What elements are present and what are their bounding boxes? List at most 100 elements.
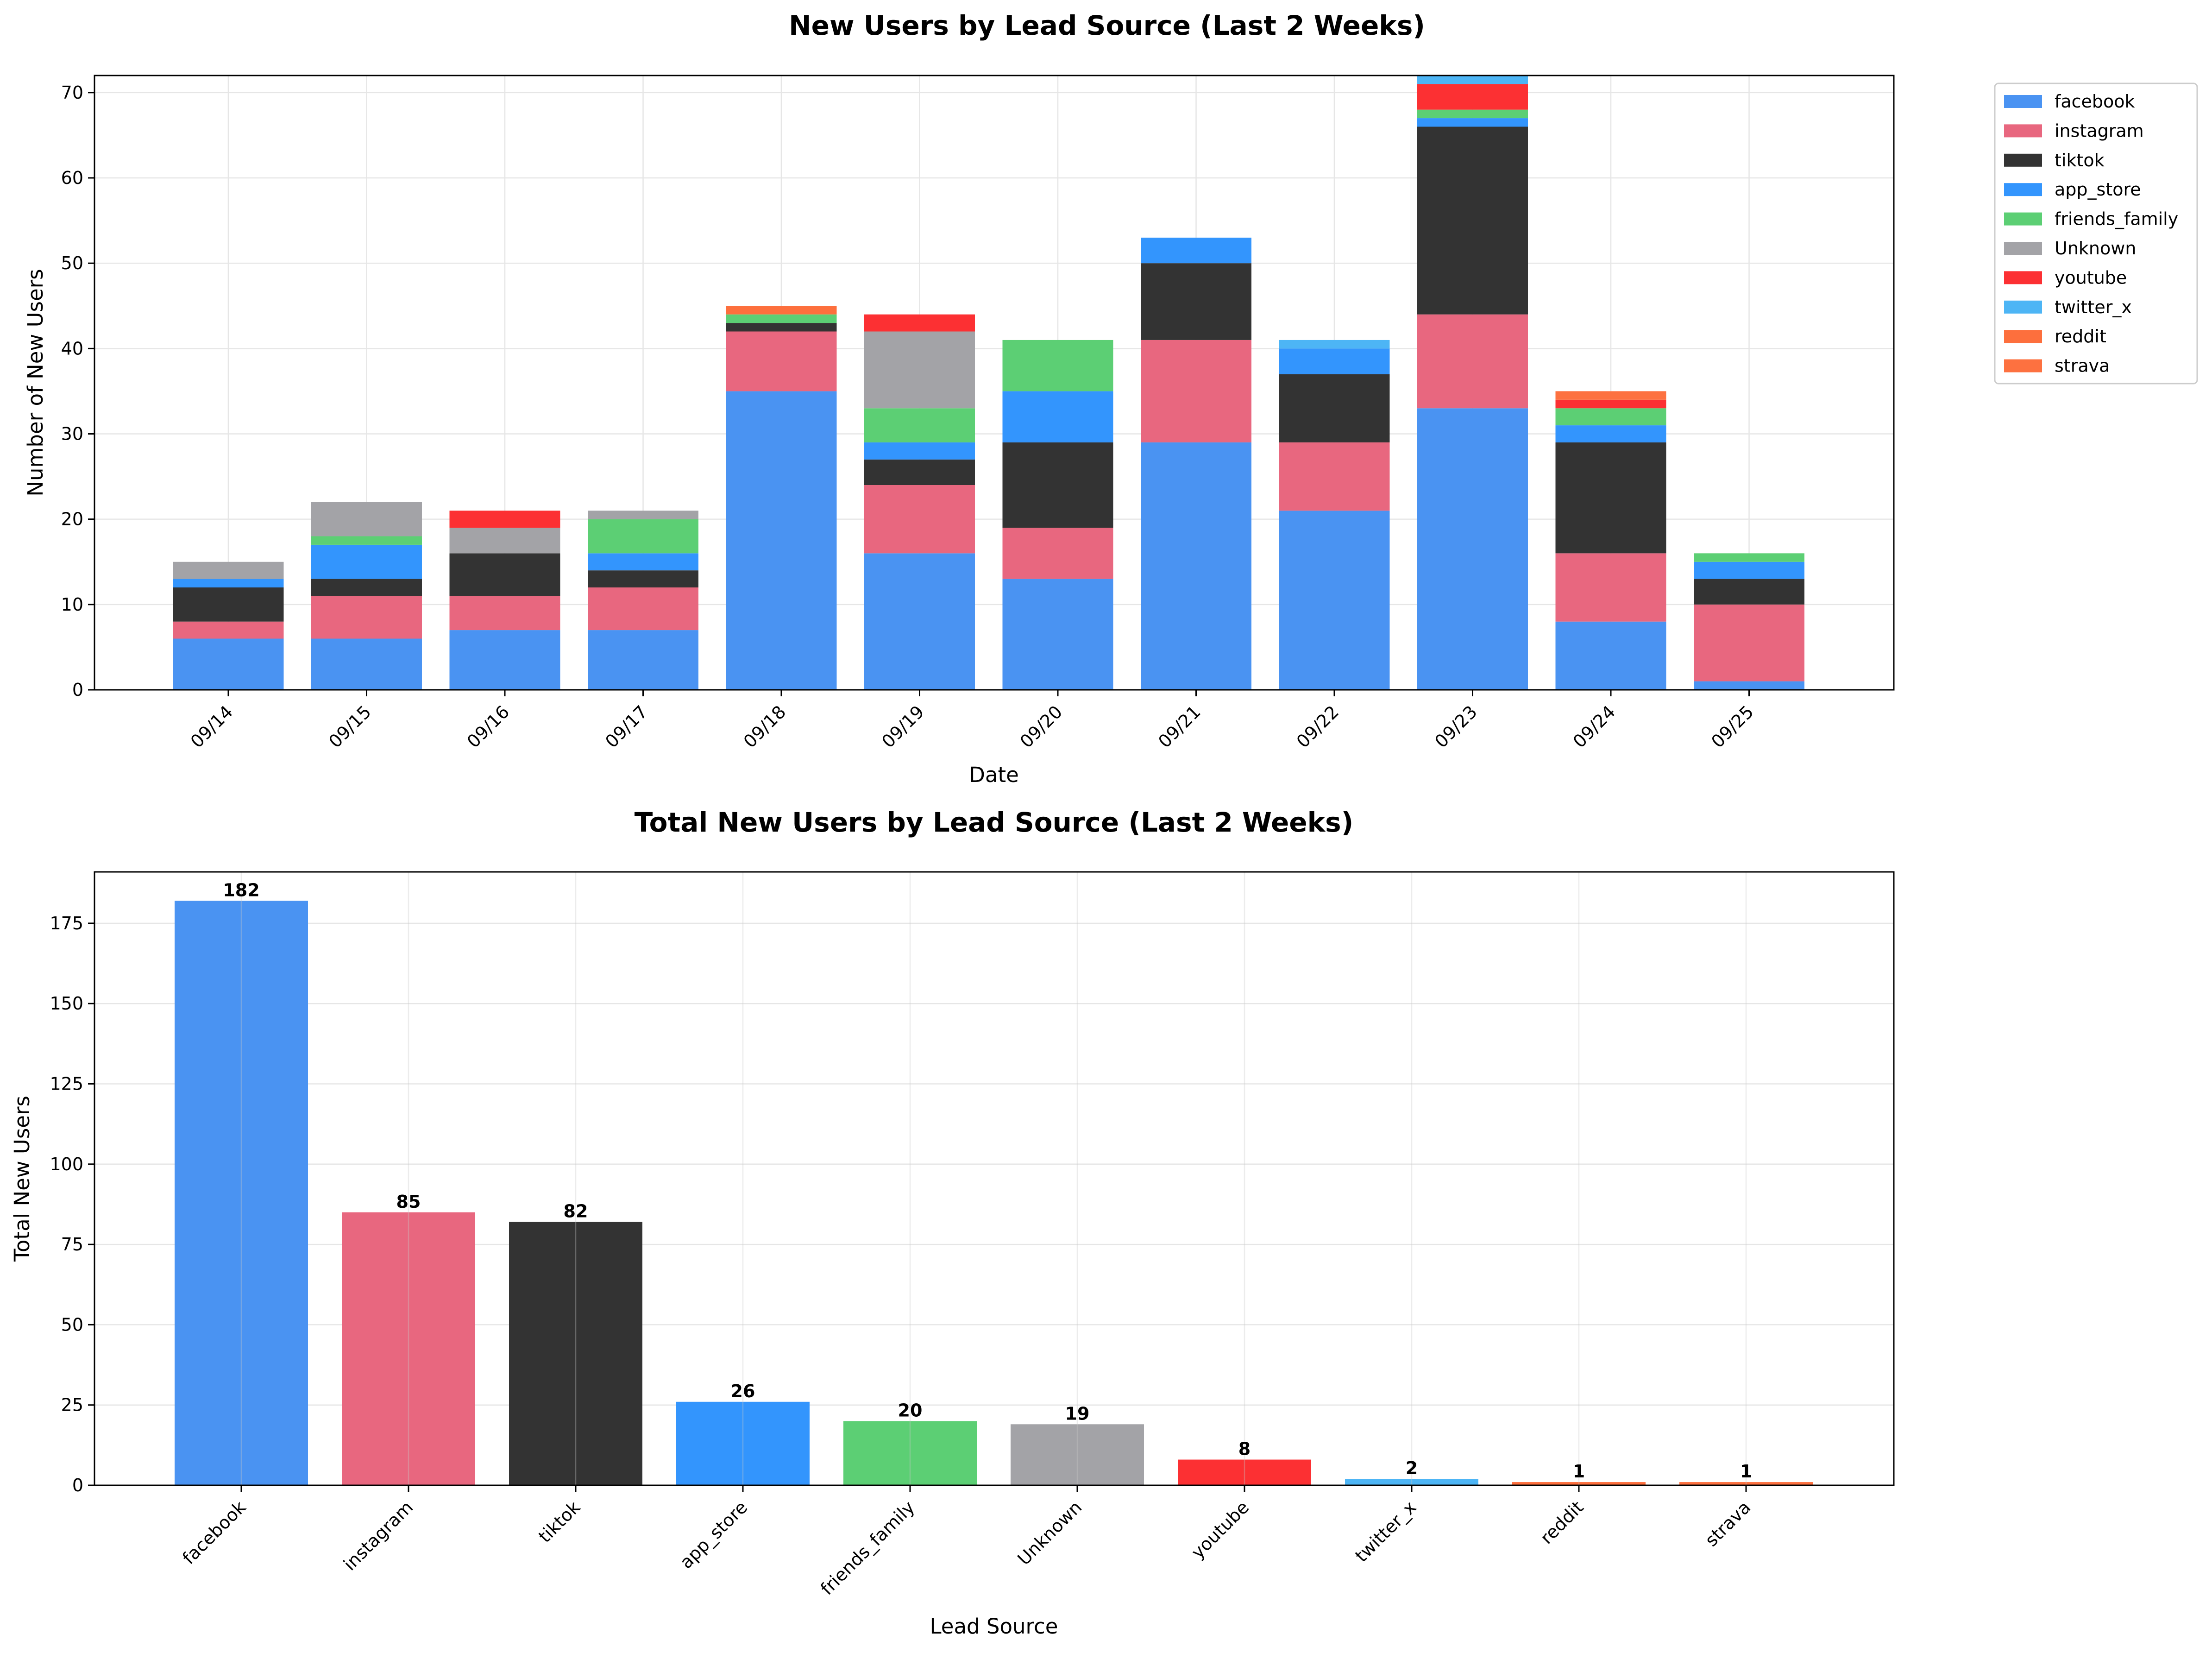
bar-segment-app_store (1279, 348, 1390, 374)
chart1-y-axis-label: Number of New Users (23, 269, 48, 496)
legend-frame (1994, 82, 2198, 385)
chart1-bars (173, 76, 1804, 690)
bar-segment-app_store (173, 579, 284, 587)
bar-segment-app_store (588, 553, 698, 571)
bar-segment-tiktok (1555, 442, 1666, 554)
bar-segment-facebook (1694, 681, 1804, 690)
bar-segment-app_store (1002, 391, 1113, 442)
legend-swatch (2004, 153, 2042, 167)
total-bar-youtube (1178, 1459, 1311, 1485)
total-bar-strava (1679, 1482, 1813, 1485)
legend-item-tiktok: tiktok (2004, 150, 2105, 170)
legend-label: friends_family (2055, 209, 2178, 229)
y-tick-label: 0 (72, 680, 83, 700)
chart1-legend: facebook instagram tiktok app_store friends_… (1994, 82, 2198, 385)
legend-item-friends_family: friends_family (2004, 209, 2178, 229)
bar-segment-app_store (311, 544, 422, 579)
data-label: 20 (898, 1400, 923, 1420)
legend-label: instagram (2055, 120, 2144, 141)
bar-segment-tiktok (449, 553, 560, 596)
y-tick-label: 100 (50, 1154, 83, 1174)
chart2-bars (175, 901, 1813, 1485)
bar-segment-tiktok (1141, 263, 1251, 340)
data-label: 182 (223, 880, 259, 900)
bar-segment-instagram (1002, 528, 1113, 579)
bar-segment-facebook (864, 553, 975, 690)
total-bar-reddit (1512, 1482, 1646, 1485)
legend-item-youtube: youtube (2004, 267, 2127, 288)
bar-segment-instagram (1417, 314, 1528, 409)
legend-label: youtube (2055, 267, 2127, 288)
bar-segment-app_store (1555, 425, 1666, 442)
data-label: 2 (1406, 1458, 1418, 1478)
total-bar-Unknown (1011, 1424, 1144, 1485)
bar-segment-instagram (1555, 553, 1666, 622)
y-tick-label: 50 (61, 253, 83, 273)
bar-segment-friends_family (1694, 553, 1804, 562)
bar-segment-youtube (1417, 84, 1528, 110)
bar-segment-app_store (1141, 237, 1251, 264)
total-bar-facebook (175, 901, 308, 1485)
bar-segment-youtube (864, 314, 975, 332)
data-label: 1 (1573, 1461, 1585, 1482)
bar-segment-friends_family (1555, 408, 1666, 426)
bar-segment-tiktok (726, 323, 837, 332)
data-label: 82 (564, 1201, 588, 1222)
data-label: 26 (731, 1381, 755, 1401)
y-tick-label: 0 (72, 1475, 83, 1495)
bar-segment-friends_family (311, 536, 422, 545)
legend-label: strava (2055, 356, 2110, 376)
y-tick-label: 40 (61, 338, 83, 359)
y-tick-label: 10 (61, 594, 83, 615)
bar-segment-facebook (1002, 579, 1113, 690)
bar-segment-instagram (726, 331, 837, 391)
total-bar-friends_family (843, 1421, 977, 1485)
bar-segment-strava (1555, 391, 1666, 400)
bar-segment-facebook (1141, 442, 1251, 690)
bar-segment-Unknown (173, 562, 284, 579)
bar-segment-app_store (1417, 118, 1528, 127)
legend-label: twitter_x (2055, 297, 2132, 317)
bar-segment-friends_family (726, 314, 837, 323)
data-label: 8 (1238, 1439, 1251, 1459)
y-tick-label: 20 (61, 509, 83, 530)
legend-label: reddit (2055, 326, 2106, 347)
y-tick-label: 150 (50, 993, 83, 1014)
totals-bar-chart: Total New Users by Lead Source (Last 2 W… (10, 807, 1895, 1639)
data-label: 19 (1065, 1403, 1090, 1424)
bar-segment-tiktok (1002, 442, 1113, 528)
bar-segment-instagram (173, 621, 284, 639)
y-tick-label: 30 (61, 424, 83, 444)
bar-segment-instagram (588, 587, 698, 631)
y-tick-label: 50 (61, 1314, 83, 1335)
bar-segment-instagram (311, 596, 422, 639)
chart1-x-axis-label: Date (969, 763, 1019, 787)
bar-segment-facebook (1417, 408, 1528, 690)
chart2-y-ticks: 0 25 50 75 100 125 150 175 (50, 913, 94, 1495)
bar-segment-friends_family (1417, 109, 1528, 119)
chart2-axes-frame (94, 871, 1895, 1486)
chart1-y-ticks: 0 10 20 30 40 50 60 70 (61, 82, 94, 700)
legend-swatch (2004, 271, 2042, 284)
y-tick-label: 60 (61, 168, 83, 188)
bar-segment-tiktok (588, 570, 698, 587)
bar-segment-friends_family (864, 408, 975, 442)
chart2-x-axis-label: Lead Source (930, 1614, 1058, 1639)
legend-item-reddit: reddit (2004, 326, 2106, 347)
bar-segment-friends_family (588, 519, 698, 554)
bar-segment-app_store (1694, 562, 1804, 579)
bar-segment-Unknown (449, 528, 560, 554)
legend-swatch (2004, 330, 2042, 343)
legend-item-facebook: facebook (2004, 91, 2135, 112)
chart1-axes-frame (94, 75, 1895, 691)
legend-item-Unknown: Unknown (2004, 238, 2136, 259)
bar-segment-reddit (726, 306, 837, 315)
y-tick-label: 175 (50, 913, 83, 934)
legend-item-instagram: instagram (2004, 120, 2144, 141)
bar-segment-instagram (864, 485, 975, 554)
data-label: 1 (1740, 1461, 1752, 1482)
total-bar-instagram (342, 1212, 475, 1485)
y-tick-label: 125 (50, 1074, 83, 1094)
